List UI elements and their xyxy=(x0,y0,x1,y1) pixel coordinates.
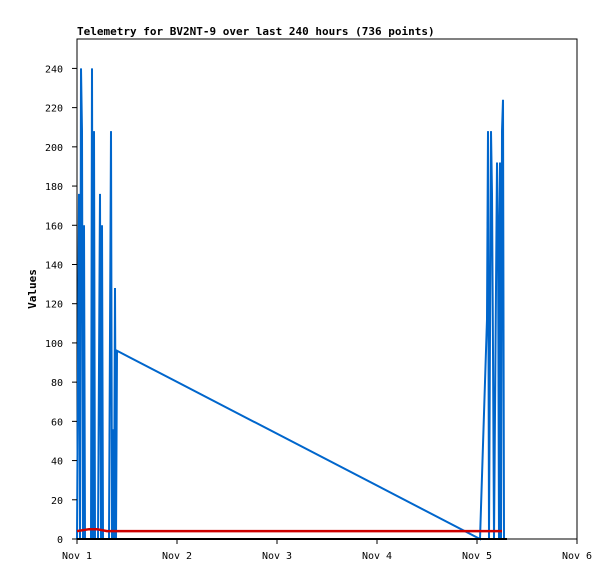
y-axis-label: Values xyxy=(26,269,39,309)
y-tick-label: 180 xyxy=(45,182,63,193)
series-line-1 xyxy=(76,68,505,541)
x-tick-label: Nov 5 xyxy=(462,551,492,562)
x-tick-label: Nov 2 xyxy=(162,551,192,562)
series-group xyxy=(76,68,507,541)
y-tick-label: 60 xyxy=(51,417,63,428)
x-tick-label: Nov 6 xyxy=(562,551,592,562)
y-tick-label: 100 xyxy=(45,339,63,350)
y-tick-label: 120 xyxy=(45,300,63,311)
y-axis-ticks: 0 20 40 60 80 100 120 140 160 180 200 220 240 xyxy=(45,64,77,546)
x-tick-label: Nov 3 xyxy=(262,551,292,562)
chart-title: Telemetry for BV2NT-9 over last 240 hour… xyxy=(77,25,435,38)
x-tick-label: Nov 4 xyxy=(362,551,392,562)
y-tick-label: 240 xyxy=(45,64,63,75)
y-tick-label: 140 xyxy=(45,260,63,271)
y-tick-label: 20 xyxy=(51,496,63,507)
x-tick-label: Nov 1 xyxy=(62,551,92,562)
y-tick-label: 40 xyxy=(51,457,63,468)
y-tick-label: 220 xyxy=(45,104,63,115)
x-axis-ticks: Nov 1 Nov 2 Nov 3 Nov 4 Nov 5 Nov 6 xyxy=(62,539,592,562)
y-tick-label: 0 xyxy=(57,535,63,546)
y-tick-label: 160 xyxy=(45,221,63,232)
y-tick-label: 200 xyxy=(45,143,63,154)
y-tick-label: 80 xyxy=(51,378,63,389)
series-line-2 xyxy=(76,527,502,533)
